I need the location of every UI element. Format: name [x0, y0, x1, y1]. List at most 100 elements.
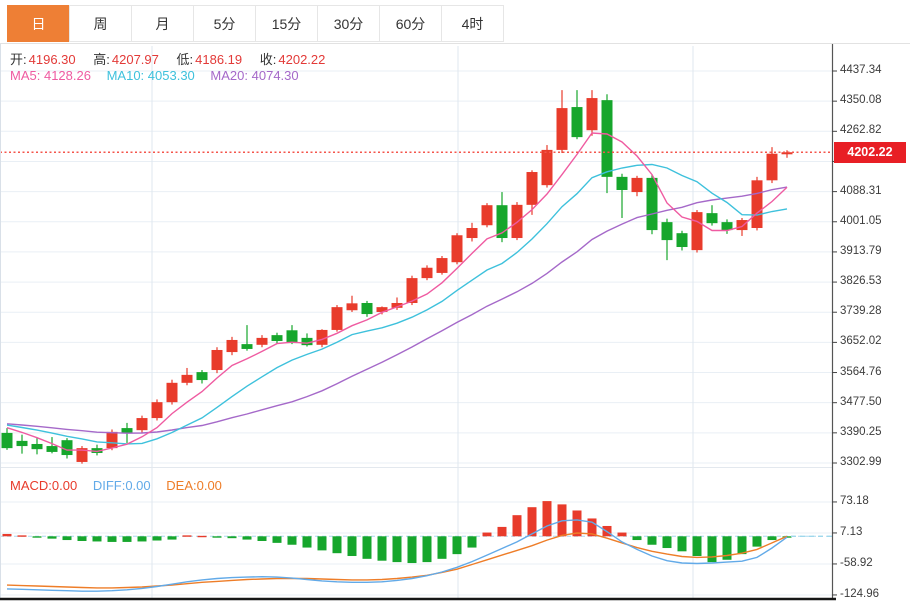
macd-bar: [407, 536, 417, 564]
candle-body: [781, 152, 793, 155]
tab-4时[interactable]: 4时: [441, 5, 504, 42]
candle-body: [751, 180, 763, 229]
tab-30分[interactable]: 30分: [317, 5, 380, 42]
macd-bar: [332, 536, 342, 554]
macd-bar: [197, 535, 207, 538]
current-price-badge: 4202.22: [834, 141, 906, 163]
tab-周[interactable]: 周: [69, 5, 132, 42]
candle-body: [601, 100, 613, 177]
candle-body: [451, 235, 463, 263]
macd-bar: [587, 518, 597, 537]
candle-body: [481, 205, 493, 226]
macd-bar: [467, 536, 477, 548]
macd-bar: [647, 536, 657, 545]
candle-body: [391, 302, 403, 308]
candle-body: [166, 382, 178, 403]
tabbar-divider: [0, 43, 910, 44]
macd-bar: [437, 536, 447, 559]
candle-body: [211, 349, 223, 371]
macd-bar: [692, 536, 702, 557]
candle-body: [181, 374, 193, 383]
macd-value: 0.00: [51, 478, 78, 493]
macd-axis-label: -124.96: [840, 587, 880, 600]
candle-body: [106, 431, 118, 449]
macd-bar: [137, 536, 147, 542]
candle-body: [631, 177, 643, 193]
candle-body: [346, 303, 358, 311]
tab-15分[interactable]: 15分: [255, 5, 318, 42]
candle-body: [196, 372, 208, 381]
price-axis-label: 4088.31: [840, 184, 882, 197]
candle-body: [91, 448, 103, 453]
dea-label: DEA:: [166, 478, 197, 493]
price-axis-label: 4262.82: [840, 124, 882, 137]
candle-body: [466, 228, 478, 239]
price-axis-label: 3302.99: [840, 455, 882, 468]
macd-bar: [527, 507, 537, 537]
low-value: 4186.19: [195, 52, 243, 67]
macd-bar: [317, 536, 327, 551]
ma-readout: MA5: 4128.26 MA10: 4053.30 MA20: 4074.30: [10, 68, 299, 83]
price-axis-label: 4437.34: [840, 64, 882, 76]
candle-body: [406, 278, 418, 303]
tab-5分[interactable]: 5分: [193, 5, 256, 42]
candle-body: [571, 107, 583, 138]
macd-bar: [107, 536, 117, 542]
candle-body: [586, 98, 598, 131]
low-label: 低:: [176, 52, 194, 67]
macd-bar: [377, 536, 387, 561]
candle-body: [61, 440, 73, 456]
candle-body: [496, 205, 508, 239]
candle-body: [736, 220, 748, 231]
candle-body: [136, 418, 148, 431]
candle-body: [76, 448, 88, 462]
tab-60分[interactable]: 60分: [379, 5, 442, 42]
macd-bar: [512, 515, 522, 537]
macd-label: MACD:: [10, 478, 52, 493]
open-value: 4196.30: [28, 52, 76, 67]
candle-body: [376, 307, 388, 312]
macd-bar: [737, 536, 747, 555]
candle-body: [31, 443, 43, 450]
candle-body: [721, 222, 733, 231]
ma20-line: [6, 186, 788, 434]
macd-axis-label: -58.92: [840, 556, 873, 569]
tab-日[interactable]: 日: [7, 5, 70, 42]
candle-body: [121, 428, 133, 433]
tab-月[interactable]: 月: [131, 5, 194, 42]
diff-line: [6, 519, 788, 592]
macd-bar: [77, 536, 87, 541]
candle-body: [556, 108, 568, 150]
ma20-label: MA20:: [210, 68, 248, 83]
candle-body: [331, 307, 343, 330]
candle-body: [241, 344, 253, 349]
candle-body: [646, 177, 658, 231]
macd-bar: [257, 536, 267, 541]
price-axis-label: 3652.02: [840, 335, 882, 348]
candle-body: [616, 176, 628, 190]
macd-bar: [572, 510, 582, 537]
candle-body: [361, 302, 373, 315]
candle-body: [436, 258, 448, 273]
ma5-line: [6, 132, 788, 453]
macd-bar: [722, 536, 732, 560]
macd-bar: [707, 536, 717, 563]
ma5-label: MA5:: [10, 68, 41, 83]
high-value: 4207.97: [111, 52, 159, 67]
macd-bar: [617, 532, 627, 537]
macd-bar: [2, 533, 12, 537]
macd-bar: [32, 536, 42, 538]
close-label: 收:: [259, 52, 277, 67]
macd-bar: [227, 536, 237, 539]
candle-body: [301, 337, 313, 346]
macd-bar: [272, 536, 282, 543]
candle-body: [421, 267, 433, 279]
candle-body: [661, 222, 673, 241]
macd-bar: [47, 536, 57, 539]
price-axis-label: 4350.08: [840, 94, 882, 107]
candle-body: [271, 335, 283, 342]
ma5-value: 4128.26: [43, 68, 91, 83]
macd-bar: [632, 536, 642, 541]
macd-bar: [287, 536, 297, 545]
